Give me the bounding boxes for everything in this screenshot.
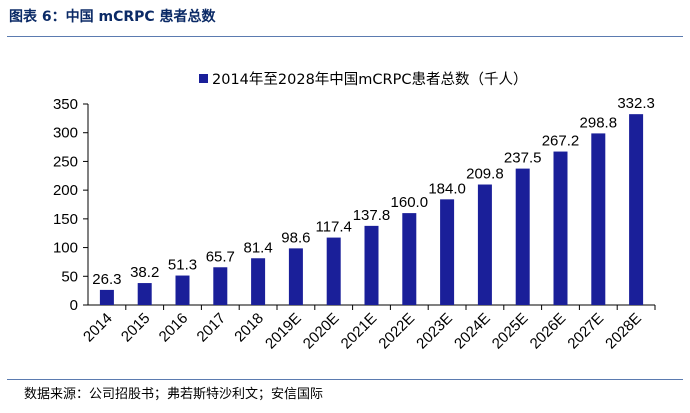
data-label: 209.8 (466, 166, 504, 183)
x-tick-label: 2017 (194, 310, 230, 346)
x-tick-label: 2014 (80, 310, 116, 346)
data-label: 298.8 (580, 114, 618, 131)
y-tick-label: 100 (53, 240, 78, 257)
x-tick-label: 2027E (564, 310, 607, 353)
x-tick-label: 2019E (262, 310, 305, 353)
bar (477, 184, 492, 305)
y-tick-label: 200 (53, 182, 78, 199)
x-tick-label: 2024E (451, 310, 494, 353)
x-tick-label: 2016 (156, 310, 192, 346)
x-tick-label: 2023E (413, 310, 456, 353)
bar (440, 199, 455, 305)
bar (326, 237, 341, 305)
bar (251, 258, 266, 305)
data-label: 137.8 (353, 207, 391, 224)
data-label: 26.3 (92, 271, 121, 288)
bar (364, 225, 379, 305)
data-label: 65.7 (206, 248, 235, 265)
x-tick-label: 2015 (118, 310, 154, 346)
legend-label: 2014年至2028年中国mCRPC患者总数（千人） (212, 71, 528, 88)
x-tick-label: 2021E (338, 310, 381, 353)
bar (175, 275, 190, 305)
data-label: 98.6 (281, 229, 310, 246)
source-note: 数据来源：公司招股书；弗若斯特沙利文；安信国际 (24, 387, 324, 402)
data-label: 81.4 (243, 239, 272, 256)
bar (288, 248, 303, 305)
data-label: 51.3 (168, 257, 197, 274)
bar (515, 168, 530, 305)
y-tick-label: 350 (53, 96, 78, 113)
data-label: 184.0 (428, 180, 466, 197)
data-label: 267.2 (542, 133, 580, 150)
x-tick-label: 2022E (375, 310, 418, 353)
y-tick-label: 250 (53, 153, 78, 170)
data-label: 117.4 (315, 219, 351, 236)
x-tick-label: 2026E (527, 310, 570, 353)
y-tick-label: 50 (61, 268, 78, 285)
y-tick-label: 300 (53, 125, 78, 142)
figure-title: 图表 6：中国 mCRPC 患者总数 (9, 9, 216, 25)
bar (137, 283, 152, 305)
bottom-rule (7, 379, 683, 380)
x-tick-label: 2028E (602, 310, 645, 353)
bar (629, 114, 644, 305)
legend-swatch (199, 74, 208, 83)
data-label: 237.5 (504, 150, 542, 167)
bar (553, 151, 568, 305)
data-label: 160.0 (391, 194, 429, 211)
data-label: 38.2 (130, 264, 159, 281)
data-label: 332.3 (617, 95, 655, 112)
bar (402, 213, 417, 305)
y-tick-label: 0 (70, 297, 78, 314)
bar (213, 267, 228, 305)
y-tick-label: 150 (53, 211, 78, 228)
bar (99, 289, 114, 305)
bar (591, 133, 606, 305)
x-tick-label: 2025E (489, 310, 532, 353)
top-rule (7, 36, 683, 37)
x-tick-label: 2020E (300, 310, 343, 353)
